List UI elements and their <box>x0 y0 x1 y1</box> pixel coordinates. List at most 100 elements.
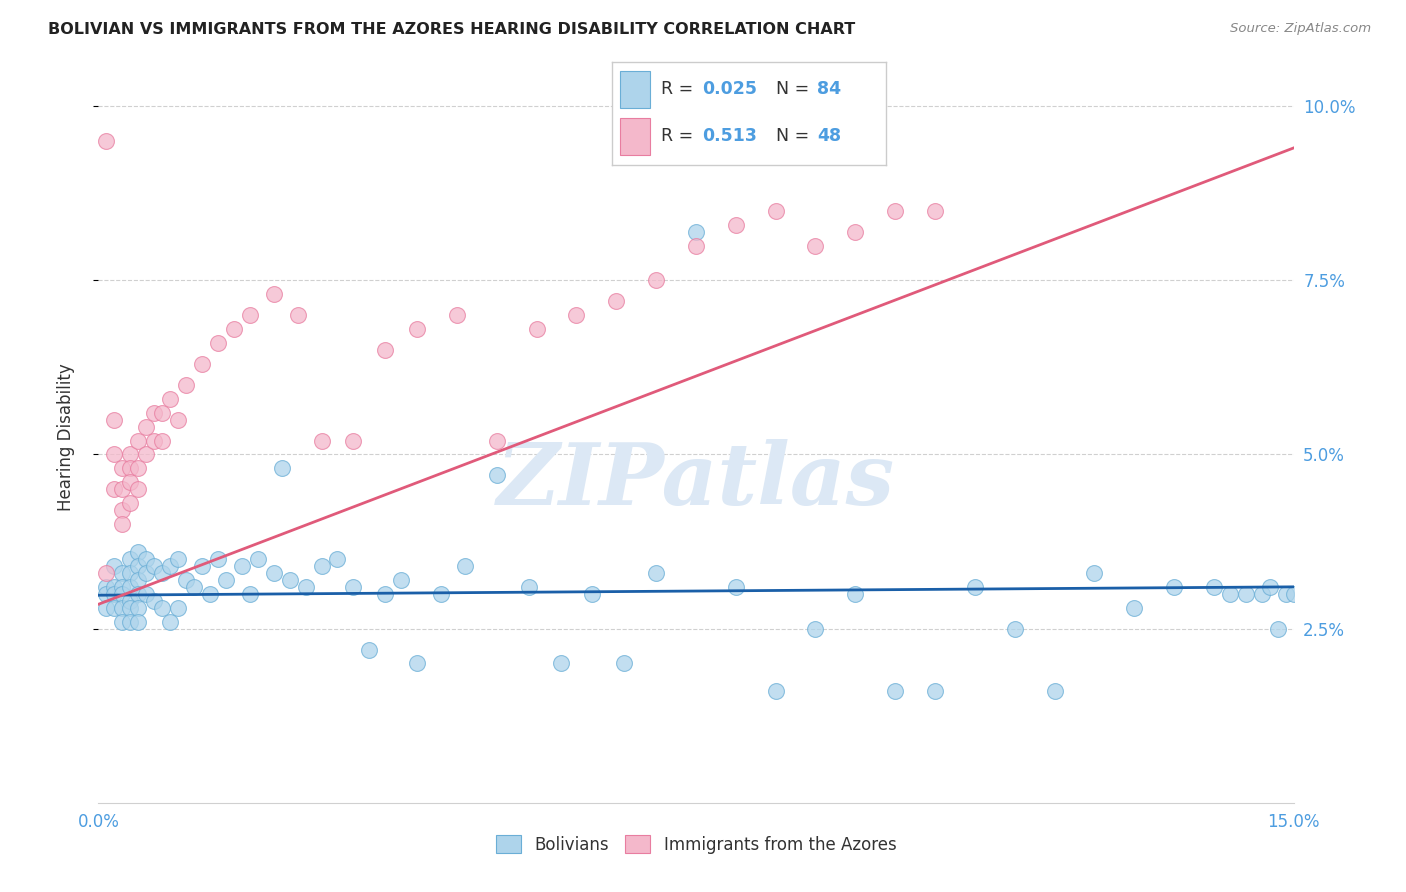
Point <box>963 580 986 594</box>
Point <box>127 600 149 615</box>
Point <box>924 203 946 218</box>
Point <box>287 308 309 322</box>
Point <box>191 558 214 573</box>
Point <box>103 558 125 573</box>
Point <box>1004 622 1026 636</box>
Point <box>150 566 173 580</box>
Point <box>120 600 142 615</box>
Point <box>143 406 166 420</box>
Point <box>685 225 707 239</box>
Point <box>120 580 142 594</box>
Legend: Bolivians, Immigrants from the Azores: Bolivians, Immigrants from the Azores <box>489 829 903 860</box>
Point <box>111 587 134 601</box>
Point <box>150 600 173 615</box>
Point <box>120 594 142 608</box>
Text: N =: N = <box>776 80 815 98</box>
Bar <box>620 118 650 155</box>
Point <box>135 566 157 580</box>
Point <box>150 434 173 448</box>
Point <box>198 587 221 601</box>
Point <box>143 558 166 573</box>
Point <box>1219 587 1241 601</box>
Point <box>884 684 907 698</box>
Point <box>127 615 149 629</box>
Point <box>645 273 668 287</box>
Point <box>120 448 142 462</box>
Point <box>111 566 134 580</box>
Point <box>446 308 468 322</box>
Point <box>685 238 707 252</box>
Point <box>191 357 214 371</box>
Point <box>167 600 190 615</box>
Point <box>111 517 134 532</box>
Point <box>120 496 142 510</box>
Point <box>924 684 946 698</box>
Point <box>1163 580 1185 594</box>
Point <box>804 622 827 636</box>
Point <box>135 552 157 566</box>
Point <box>207 552 229 566</box>
Point <box>1250 587 1272 601</box>
Point <box>844 587 866 601</box>
Point <box>135 587 157 601</box>
Point <box>454 558 477 573</box>
Point <box>96 580 118 594</box>
Point <box>1274 587 1296 601</box>
Point <box>804 238 827 252</box>
Point <box>326 552 349 566</box>
Point <box>359 642 381 657</box>
Bar <box>620 70 650 108</box>
Text: R =: R = <box>661 80 699 98</box>
Point <box>207 336 229 351</box>
Point <box>374 343 396 357</box>
Text: 84: 84 <box>817 80 841 98</box>
Point <box>565 308 588 322</box>
Point <box>765 203 787 218</box>
Point <box>143 594 166 608</box>
Point <box>1202 580 1225 594</box>
Point <box>120 552 142 566</box>
Point <box>167 412 190 426</box>
Point <box>581 587 603 601</box>
Text: Source: ZipAtlas.com: Source: ZipAtlas.com <box>1230 22 1371 36</box>
Point <box>231 558 253 573</box>
Point <box>485 434 508 448</box>
Point <box>120 566 142 580</box>
Point <box>311 434 333 448</box>
Point <box>143 434 166 448</box>
Point <box>605 294 627 309</box>
Point <box>120 461 142 475</box>
Point <box>111 580 134 594</box>
Text: BOLIVIAN VS IMMIGRANTS FROM THE AZORES HEARING DISABILITY CORRELATION CHART: BOLIVIAN VS IMMIGRANTS FROM THE AZORES H… <box>48 22 855 37</box>
Point <box>120 475 142 490</box>
Point <box>127 545 149 559</box>
Point <box>1258 580 1281 594</box>
Point <box>103 448 125 462</box>
Point <box>111 600 134 615</box>
Point <box>96 134 118 148</box>
Point <box>526 322 548 336</box>
Point <box>844 225 866 239</box>
Point <box>550 657 572 671</box>
Point <box>342 580 364 594</box>
Text: 0.513: 0.513 <box>702 128 756 145</box>
Point <box>127 461 149 475</box>
Point <box>96 566 118 580</box>
Point <box>374 587 396 601</box>
Point <box>183 580 205 594</box>
Point <box>1267 622 1289 636</box>
Point <box>103 483 125 497</box>
Point <box>150 406 173 420</box>
Point <box>103 587 125 601</box>
Point <box>127 573 149 587</box>
Point <box>96 600 118 615</box>
Point <box>111 615 134 629</box>
Point <box>135 448 157 462</box>
Point <box>485 468 508 483</box>
Point <box>159 392 181 406</box>
Point <box>270 461 292 475</box>
Point <box>127 587 149 601</box>
Point <box>517 580 540 594</box>
Point <box>239 308 262 322</box>
Point <box>278 573 301 587</box>
